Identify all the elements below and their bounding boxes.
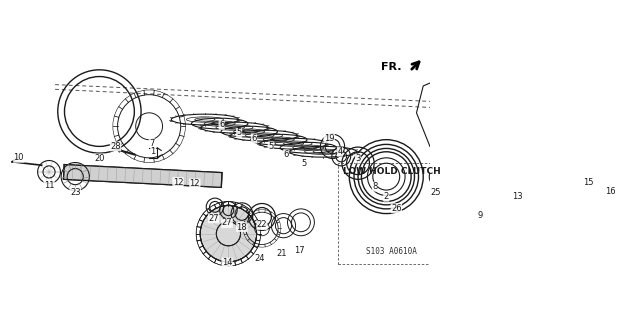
Text: 11: 11 <box>44 181 54 190</box>
Text: 26: 26 <box>391 204 402 213</box>
Circle shape <box>474 106 574 207</box>
Text: 8: 8 <box>372 182 378 191</box>
Text: 6: 6 <box>252 134 257 143</box>
Text: S103 A0610A: S103 A0610A <box>366 247 417 256</box>
Text: 28: 28 <box>110 142 121 151</box>
Text: 6: 6 <box>284 150 289 159</box>
Text: FR.: FR. <box>381 62 402 72</box>
Text: 18: 18 <box>237 223 247 232</box>
Text: 5: 5 <box>268 142 273 151</box>
Circle shape <box>489 129 502 143</box>
Text: 17: 17 <box>294 246 304 255</box>
Text: 7: 7 <box>149 138 154 148</box>
Text: 22: 22 <box>257 220 268 229</box>
Circle shape <box>454 157 508 210</box>
Text: 15: 15 <box>583 177 594 187</box>
Polygon shape <box>63 165 222 187</box>
Text: LOW HOLD CLUTCH: LOW HOLD CLUTCH <box>342 167 440 175</box>
Circle shape <box>200 205 257 262</box>
Text: 19: 19 <box>324 134 335 143</box>
Text: 3: 3 <box>355 154 361 163</box>
Text: 25: 25 <box>430 188 440 197</box>
Text: 13: 13 <box>512 192 523 201</box>
Text: 2: 2 <box>383 192 389 201</box>
Text: 10: 10 <box>13 153 24 162</box>
Text: 20: 20 <box>94 154 105 163</box>
Text: 5: 5 <box>301 159 307 168</box>
Circle shape <box>528 116 541 130</box>
Text: 24: 24 <box>255 254 265 263</box>
Circle shape <box>489 170 502 184</box>
Text: 9: 9 <box>477 211 483 220</box>
Text: 27: 27 <box>208 214 219 223</box>
Text: 6: 6 <box>219 120 225 130</box>
Text: 12: 12 <box>189 179 200 188</box>
Circle shape <box>552 150 566 163</box>
Text: 5: 5 <box>237 129 242 137</box>
Text: 14: 14 <box>222 258 232 267</box>
Text: 1: 1 <box>150 147 156 156</box>
Text: 23: 23 <box>70 188 81 197</box>
Text: 4: 4 <box>337 147 342 156</box>
Text: 21: 21 <box>277 249 287 258</box>
Text: 27: 27 <box>221 219 232 227</box>
Text: 16: 16 <box>605 187 615 196</box>
Circle shape <box>528 183 541 197</box>
Text: 12: 12 <box>173 177 183 187</box>
